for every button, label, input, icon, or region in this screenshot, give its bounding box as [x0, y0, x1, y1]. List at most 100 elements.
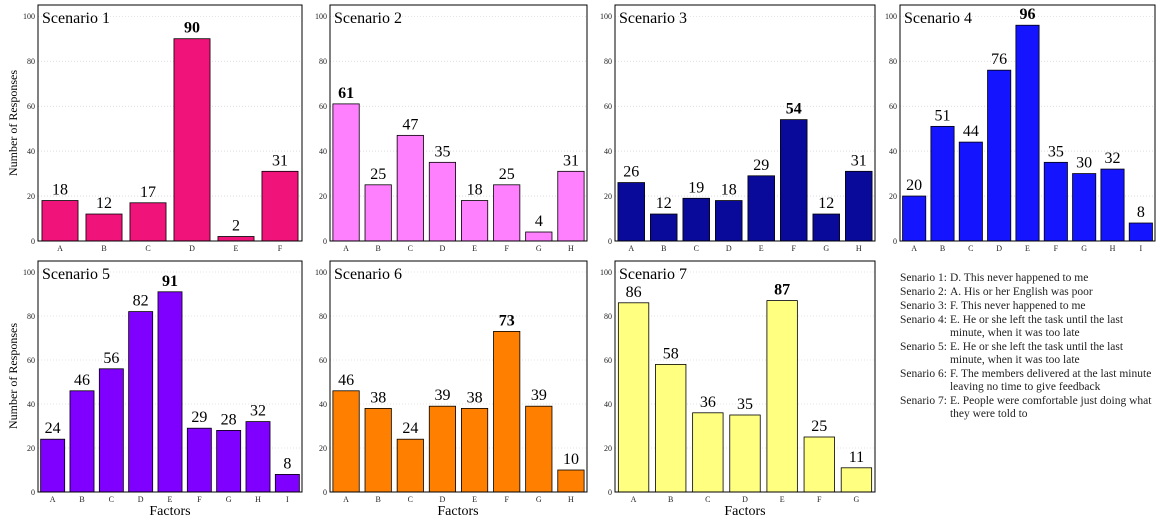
- y-tick-label: 100: [600, 12, 612, 21]
- bar: [41, 200, 79, 242]
- x-tick-label: G: [823, 244, 829, 253]
- bar: [525, 231, 553, 242]
- data-label: 25: [370, 166, 386, 183]
- x-tick-label: A: [628, 244, 634, 253]
- y-tick-label: 80: [604, 57, 612, 66]
- plot-frame: [899, 4, 1156, 242]
- y-tick-label: 80: [319, 312, 327, 321]
- y-tick-label: 40: [27, 400, 35, 409]
- x-tick-label: D: [138, 495, 144, 504]
- bar: [1015, 24, 1040, 242]
- y-tick-label: 40: [27, 147, 35, 156]
- note-scenario-4: Senario 4: E. He or she left the task unt…: [900, 314, 1155, 340]
- bar: [557, 170, 585, 242]
- data-label: 25: [499, 166, 515, 183]
- note-label: Senario 5:: [900, 341, 947, 353]
- bar: [1043, 161, 1068, 242]
- x-tick-label: C: [705, 495, 710, 504]
- data-label: 76: [991, 51, 1007, 68]
- data-label: 20: [906, 177, 922, 194]
- bar: [261, 170, 299, 242]
- x-tick-label: D: [189, 244, 195, 253]
- x-tick-label: G: [854, 495, 860, 504]
- x-tick-label: H: [568, 495, 574, 504]
- bar: [85, 213, 123, 242]
- bar: [525, 405, 553, 493]
- bar: [428, 161, 457, 242]
- plot-frame: [614, 4, 876, 242]
- x-tick-label: G: [536, 244, 542, 253]
- bar: [245, 421, 271, 493]
- x-tick-label: B: [101, 244, 106, 253]
- bar: [812, 213, 840, 242]
- y-tick-label: 40: [319, 147, 327, 156]
- note-scenario-2: Senario 2: A. His or her English was poor: [900, 286, 1155, 299]
- x-tick-label: A: [57, 244, 63, 253]
- bar: [186, 427, 212, 493]
- bar: [98, 368, 124, 493]
- plot-frame: [329, 260, 588, 493]
- note-label: Senario 7:: [900, 395, 947, 407]
- note-scenario-6: Senario 6: F. The members delivered at th…: [900, 368, 1155, 394]
- y-tick-label: 100: [315, 268, 327, 277]
- data-label: 90: [184, 20, 200, 37]
- bar: [682, 197, 710, 242]
- note-label: Senario 3:: [900, 300, 947, 312]
- y-tick-label: 60: [319, 102, 327, 111]
- data-label: 39: [531, 387, 547, 404]
- data-label: 32: [250, 403, 266, 420]
- y-tick-label: 20: [319, 192, 327, 201]
- bar: [69, 390, 95, 493]
- x-tick-label: C: [408, 244, 413, 253]
- data-label: 17: [140, 184, 156, 201]
- data-label: 44: [963, 123, 979, 140]
- y-tick-label: 20: [27, 192, 35, 201]
- x-tick-label: B: [79, 495, 84, 504]
- plot-frame: [37, 260, 303, 493]
- x-tick-label: C: [968, 244, 973, 253]
- data-label: 24: [45, 420, 61, 437]
- x-tick-label: D: [440, 244, 446, 253]
- x-tick-label: I: [1139, 244, 1142, 253]
- x-tick-label: A: [343, 244, 349, 253]
- plot-frame: [37, 4, 303, 242]
- y-tick-label: 40: [604, 147, 612, 156]
- note-label: Senario 4:: [900, 314, 947, 326]
- bar: [930, 125, 955, 242]
- data-label: 4: [535, 213, 543, 230]
- x-axis-title: Factors: [437, 504, 478, 519]
- x-tick-label: E: [472, 495, 477, 504]
- data-label: 2: [232, 218, 240, 235]
- data-label: 19: [688, 179, 704, 196]
- note-text: A. His or her English was poor: [949, 286, 1093, 298]
- x-tick-label: F: [1054, 244, 1059, 253]
- bar: [173, 38, 211, 242]
- y-tick-label: 40: [604, 400, 612, 409]
- data-label: 35: [1048, 143, 1064, 160]
- y-tick-label: 60: [27, 356, 35, 365]
- data-label: 54: [786, 101, 802, 118]
- bar: [729, 414, 761, 493]
- x-tick-label: H: [1110, 244, 1116, 253]
- y-tick-label: 100: [23, 12, 35, 21]
- y-tick-label: 0: [608, 237, 612, 246]
- note-label: Senario 1:: [900, 272, 947, 284]
- x-tick-label: F: [792, 244, 797, 253]
- data-label: 12: [818, 195, 834, 212]
- bar: [840, 467, 873, 493]
- y-tick-label: 20: [27, 444, 35, 453]
- bar: [216, 429, 242, 493]
- bar: [157, 291, 183, 493]
- x-tick-label: C: [694, 244, 699, 253]
- plot-frame: [329, 4, 588, 242]
- x-tick-label: B: [940, 244, 945, 253]
- data-label: 96: [1020, 6, 1036, 23]
- bar: [617, 182, 645, 242]
- note-text: D. This never happened to me: [949, 272, 1089, 284]
- x-tick-label: C: [408, 495, 413, 504]
- bar: [1128, 222, 1153, 242]
- data-label: 12: [96, 195, 112, 212]
- data-label: 32: [1105, 150, 1121, 167]
- x-tick-label: D: [742, 495, 748, 504]
- data-label: 46: [338, 372, 354, 389]
